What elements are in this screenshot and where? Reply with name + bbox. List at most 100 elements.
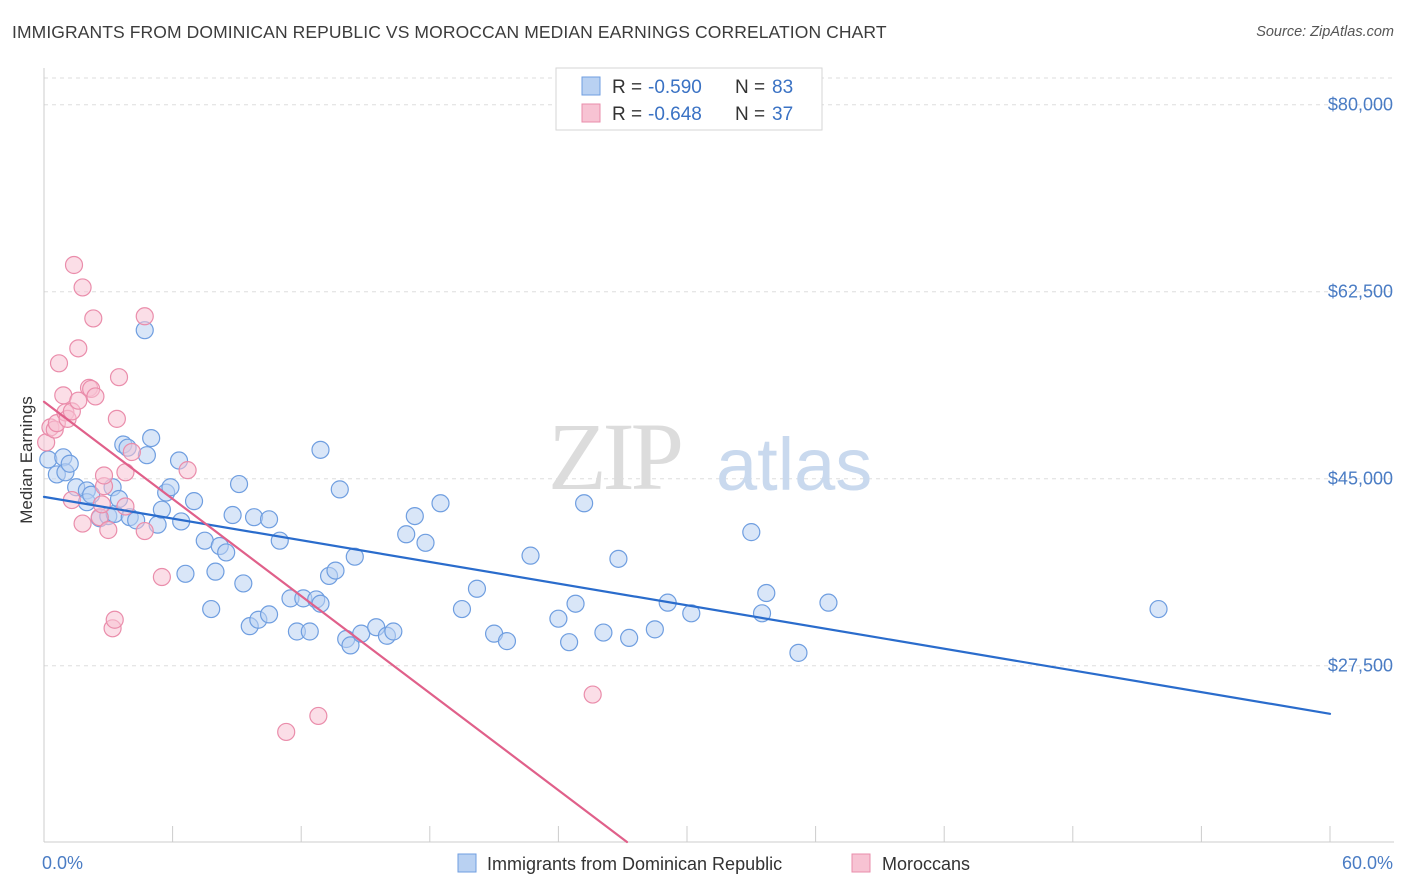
legend-n-label-blue: N =: [735, 77, 765, 98]
data-point-moroccan: [309, 706, 328, 726]
data-point-moroccan: [178, 461, 197, 480]
data-point-moroccan: [73, 278, 92, 297]
data-point-dominican: [137, 446, 156, 465]
trend-line-moroccan: [42, 400, 629, 844]
bottom-legend-label-blue: Immigrants from Dominican Republic: [487, 854, 782, 874]
data-point-dominican: [300, 622, 319, 641]
bottom-legend: Immigrants from Dominican Republic Moroc…: [457, 853, 970, 874]
x-tick-label-max: 60.0%: [1342, 853, 1393, 873]
data-point-moroccan: [135, 307, 154, 326]
data-point-dominican: [645, 620, 664, 639]
data-point-dominican: [742, 523, 761, 542]
data-point-moroccan: [107, 409, 126, 428]
data-point-dominican: [566, 594, 585, 613]
data-point-dominican: [152, 500, 171, 519]
data-point-dominican: [397, 525, 416, 544]
data-point-dominican: [60, 454, 79, 473]
data-point-dominican: [1149, 599, 1168, 619]
data-point-dominican: [757, 583, 776, 603]
y-tick-label: $27,500: [1328, 656, 1393, 676]
trend-layer: [42, 400, 1332, 844]
bottom-legend-swatch-pink: [851, 853, 871, 873]
watermark: ZIP atlas: [548, 403, 872, 510]
data-point-moroccan: [94, 466, 114, 485]
watermark-atlas: atlas: [716, 423, 872, 506]
data-point-dominican: [560, 633, 579, 652]
legend-box: R = -0.590 N = 83 R = -0.648 N = 37: [555, 67, 823, 131]
data-point-moroccan: [92, 495, 111, 514]
data-point-dominican: [244, 508, 264, 527]
data-point-dominican: [682, 604, 701, 623]
y-tick-label: $80,000: [1328, 95, 1393, 115]
data-point-moroccan: [116, 463, 135, 482]
watermark-zip: ZIP: [548, 403, 681, 510]
data-point-dominican: [789, 643, 808, 662]
data-point-dominican: [431, 494, 450, 513]
y-tick-label: $45,000: [1328, 469, 1393, 489]
legend-n-value-blue: 83: [772, 77, 793, 98]
data-point-dominican: [176, 564, 195, 583]
legend-r-label-pink: R =: [612, 104, 642, 125]
data-point-moroccan: [152, 567, 171, 587]
legend-swatch-blue: [581, 76, 601, 96]
y-tick-label: $62,500: [1328, 282, 1393, 302]
data-point-dominican: [452, 599, 472, 619]
data-point-moroccan: [64, 255, 84, 275]
bottom-legend-swatch-blue: [457, 853, 477, 873]
legend-swatch-pink: [581, 103, 601, 123]
data-point-moroccan: [135, 521, 154, 541]
data-point-dominican: [594, 623, 613, 642]
data-point-moroccan: [73, 514, 92, 533]
data-point-dominican: [384, 622, 403, 641]
data-point-moroccan: [49, 354, 69, 373]
x-tick-label-min: 0.0%: [42, 853, 83, 873]
data-point-dominican: [341, 636, 360, 655]
data-point-moroccan: [109, 368, 129, 387]
data-point-dominican: [497, 632, 517, 651]
data-point-dominican: [467, 579, 487, 598]
data-point-dominican: [416, 533, 435, 552]
data-point-dominican: [575, 494, 594, 513]
data-point-dominican: [39, 450, 58, 469]
data-point-moroccan: [105, 610, 124, 629]
data-point-dominican: [311, 440, 330, 459]
data-point-dominican: [234, 574, 253, 593]
data-point-moroccan: [69, 391, 88, 410]
data-point-moroccan: [69, 339, 88, 358]
legend-r-value-blue: -0.590: [648, 77, 702, 98]
data-point-dominican: [202, 599, 221, 619]
data-point-moroccan: [84, 309, 103, 328]
data-point-dominican: [521, 546, 540, 565]
data-point-moroccan: [122, 442, 141, 462]
data-point-moroccan: [583, 685, 602, 704]
data-point-dominican: [620, 628, 639, 648]
data-point-dominican: [229, 474, 249, 494]
data-point-dominican: [330, 480, 349, 499]
trend-line-dominican: [42, 495, 1332, 715]
data-point-dominican: [184, 492, 204, 511]
points-layer: [37, 255, 1168, 742]
data-point-moroccan: [99, 520, 118, 540]
data-point-dominican: [223, 505, 242, 525]
legend-r-label-blue: R =: [612, 77, 642, 98]
data-point-dominican: [161, 478, 180, 497]
bottom-legend-label-pink: Moroccans: [882, 854, 970, 874]
data-point-dominican: [259, 605, 279, 624]
data-point-dominican: [609, 549, 628, 568]
legend-n-value-pink: 37: [772, 104, 793, 125]
legend-n-label-pink: N =: [735, 104, 765, 125]
data-point-dominican: [405, 506, 424, 526]
data-point-dominican: [549, 609, 568, 628]
chart-title: IMMIGRANTS FROM DOMINICAN REPUBLIC VS MO…: [12, 22, 887, 42]
chart-source: Source: ZipAtlas.com: [1256, 24, 1394, 40]
data-point-dominican: [206, 562, 225, 581]
data-point-dominican: [217, 543, 236, 562]
data-point-dominican: [326, 561, 345, 580]
data-point-moroccan: [277, 722, 296, 742]
legend-r-value-pink: -0.648: [648, 104, 702, 125]
data-point-dominican: [142, 428, 161, 448]
data-point-dominican: [819, 593, 838, 612]
y-axis-label: Median Earnings: [17, 396, 36, 524]
data-point-dominican: [259, 510, 279, 529]
